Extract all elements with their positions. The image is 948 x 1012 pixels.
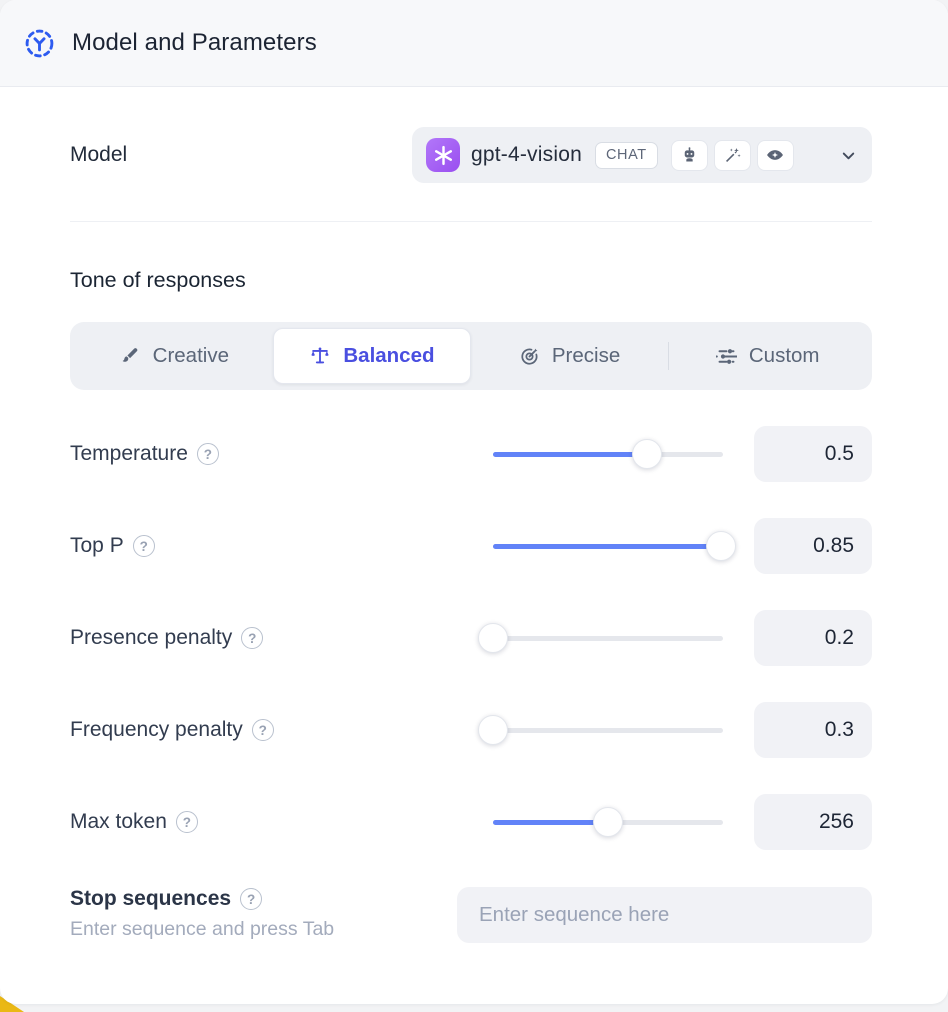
slider-thumb[interactable] <box>632 439 663 469</box>
sliders-icon <box>715 346 737 367</box>
slider-thumb[interactable] <box>478 623 508 653</box>
tone-segmented-control: Creative Balanced <box>70 322 872 390</box>
help-icon[interactable]: ? <box>196 443 219 465</box>
parameter-label: Temperature <box>70 442 188 465</box>
stop-sequences-label: Stop sequences <box>70 887 232 910</box>
parameter-row-presence-penalty: Presence penalty ? 0.2 <box>70 610 872 666</box>
parameter-row-frequency-penalty: Frequency penalty ? 0.3 <box>70 702 872 758</box>
help-icon[interactable]: ? <box>240 888 263 910</box>
max-token-value-field[interactable]: 256 <box>754 794 872 850</box>
chevron-down-icon <box>839 146 858 165</box>
parameter-row-top-p: Top P ? 0.85 <box>70 518 872 574</box>
tone-option-precise[interactable]: Precise <box>471 328 668 384</box>
robot-icon <box>670 139 708 171</box>
top-p-slider[interactable] <box>493 531 736 561</box>
parameter-label: Top P <box>70 534 124 557</box>
model-label: Model <box>70 143 128 166</box>
target-icon <box>519 346 540 367</box>
tone-option-label: Precise <box>551 344 621 367</box>
slider-thumb[interactable] <box>705 531 736 561</box>
segment-divider <box>667 342 670 370</box>
help-icon[interactable]: ? <box>175 811 198 833</box>
parameter-label: Frequency penalty <box>70 718 243 741</box>
tone-option-label: Custom <box>748 344 820 367</box>
panel-header: Model and Parameters <box>0 0 948 87</box>
model-capability-badges <box>670 139 794 171</box>
tone-option-label: Creative <box>152 344 229 367</box>
presence-penalty-slider[interactable] <box>478 623 723 653</box>
tone-option-balanced[interactable]: Balanced <box>272 328 472 384</box>
model-select-dropdown[interactable]: gpt-4-vision CHAT <box>412 127 872 183</box>
tone-heading: Tone of responses <box>70 268 246 292</box>
openai-logo-icon <box>426 138 460 172</box>
frequency-penalty-slider[interactable] <box>478 715 723 745</box>
panel-title: Model and Parameters <box>72 29 317 56</box>
section-divider <box>70 221 872 222</box>
help-icon[interactable]: ? <box>241 627 264 649</box>
frequency-penalty-value-field[interactable]: 0.3 <box>754 702 872 758</box>
stop-sequences-helper-text: Enter sequence and press Tab <box>70 918 335 940</box>
tone-option-creative[interactable]: Creative <box>76 328 273 384</box>
stop-sequence-input[interactable] <box>457 887 872 943</box>
parameter-row-temperature: Temperature ? 0.5 <box>70 426 872 482</box>
model-type-badge: CHAT <box>594 141 658 169</box>
temperature-slider[interactable] <box>493 439 723 469</box>
model-hub-icon <box>24 28 55 59</box>
help-icon[interactable]: ? <box>132 535 155 557</box>
tone-option-label: Balanced <box>343 344 435 367</box>
stop-sequences-row: Stop sequences ? Enter sequence and pres… <box>70 887 872 943</box>
model-row: Model gpt-4-vi <box>70 127 872 183</box>
magic-wand-icon <box>713 139 751 171</box>
vision-eye-icon <box>756 139 794 171</box>
help-icon[interactable]: ? <box>251 719 274 741</box>
presence-penalty-value-field[interactable]: 0.2 <box>754 610 872 666</box>
paintbrush-icon <box>120 346 141 367</box>
balance-scale-icon <box>309 345 331 367</box>
parameter-label: Presence penalty <box>70 626 233 649</box>
parameter-row-max-token: Max token ? 256 <box>70 794 872 850</box>
slider-thumb[interactable] <box>478 715 508 745</box>
parameter-label: Max token <box>70 810 167 833</box>
temperature-value-field[interactable]: 0.5 <box>754 426 872 482</box>
model-name: gpt-4-vision <box>471 143 582 166</box>
max-token-slider[interactable] <box>493 807 723 837</box>
top-p-value-field[interactable]: 0.85 <box>754 518 872 574</box>
tone-option-custom[interactable]: Custom <box>669 328 866 384</box>
slider-thumb[interactable] <box>593 807 623 837</box>
